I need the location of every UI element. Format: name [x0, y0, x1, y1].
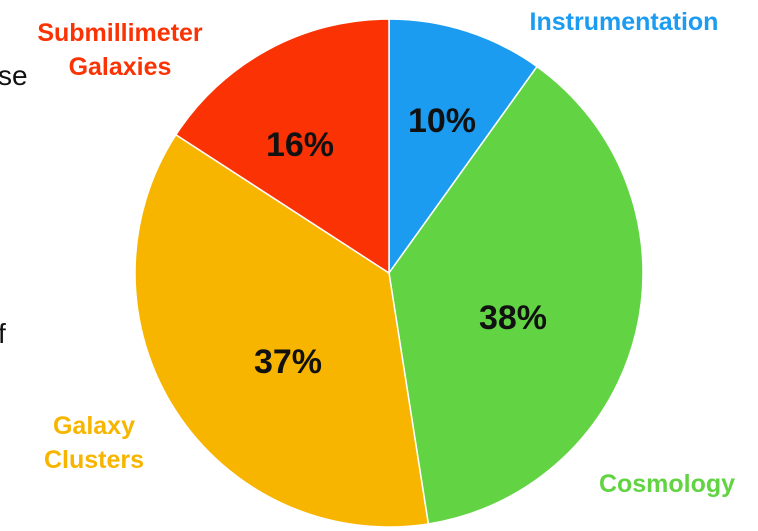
slice-category-label-line: Cosmology	[599, 470, 735, 498]
slice-category-label-line: Instrumentation	[530, 8, 719, 36]
slice-category-label: Galaxy Clusters	[44, 412, 144, 474]
slice-value-label: 10%	[408, 102, 476, 140]
slice-value-label: 37%	[254, 343, 322, 381]
slice-category-label-line: Galaxies	[69, 53, 172, 81]
clipped-text-fragment: f	[0, 318, 6, 349]
slice-category-label-line: Clusters	[44, 446, 144, 474]
slice-category-label: Instrumentation	[530, 8, 719, 36]
pie-slice-instrumentation	[388, 18, 539, 276]
clipped-text-fragment: se	[0, 60, 28, 91]
slice-category-label-line: Submillimeter	[37, 19, 203, 47]
slice-value-label: 38%	[479, 299, 547, 337]
pie-slice-cosmology	[388, 65, 644, 525]
slice-value-label: 16%	[266, 126, 334, 164]
pie-slice-galaxy-clusters	[134, 133, 430, 528]
slice-category-label-line: Galaxy	[53, 412, 135, 440]
slice-category-label: Submillimeter Galaxies	[37, 19, 203, 81]
pie-slice-submillimeter-galaxies	[174, 18, 390, 275]
slice-category-label: Cosmology	[599, 470, 735, 498]
